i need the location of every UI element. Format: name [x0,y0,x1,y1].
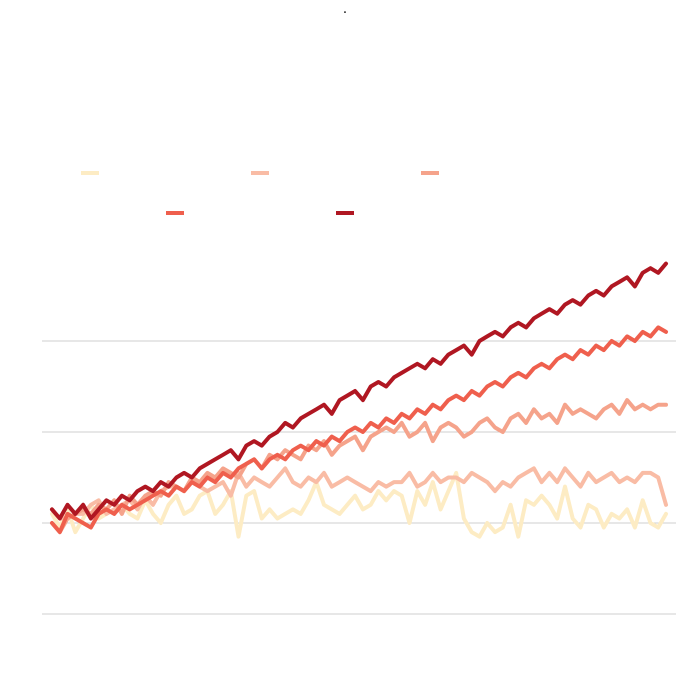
series-line-2 [50,398,668,535]
series-line-4 [50,261,668,521]
chart-title: . [342,0,348,17]
gridlines [42,340,676,615]
series-line-1 [50,466,668,521]
legend [81,171,439,215]
series-line-0 [50,470,668,539]
series-line-3 [50,325,668,535]
series-lines [50,261,668,539]
